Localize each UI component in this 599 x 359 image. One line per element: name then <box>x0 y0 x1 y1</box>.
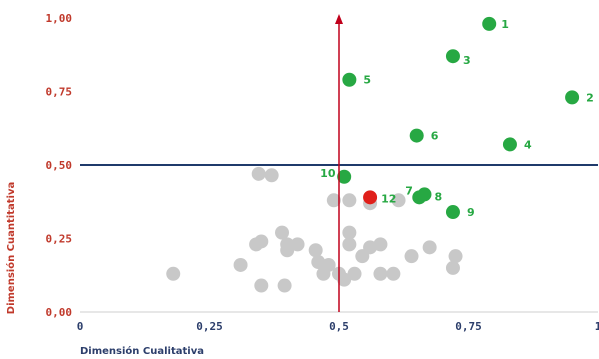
data-point-other <box>254 234 269 249</box>
tick-labels: 0,00 0,25 0,50 0,75 1,00 0 0,25 0,5 0,75 1 <box>46 12 599 333</box>
data-point-other <box>448 249 463 264</box>
data-point-other <box>347 266 362 281</box>
data-point-other <box>275 225 290 240</box>
data-point-other <box>251 166 266 181</box>
data-point-9 <box>445 205 460 220</box>
data-point-label: 3 <box>463 54 471 67</box>
data-point-4 <box>502 137 517 152</box>
x-axis-title: Dimensión Cualitativa <box>80 345 204 357</box>
data-point-other <box>342 237 357 252</box>
data-point-label: 8 <box>434 190 442 203</box>
y-tick-label: 0,75 <box>46 86 73 99</box>
data-point-other <box>326 193 341 208</box>
data-point-3 <box>445 49 460 64</box>
data-point-other <box>321 257 336 272</box>
data-point-other <box>290 237 305 252</box>
data-point-label: 12 <box>381 192 396 205</box>
data-point-label: 10 <box>320 167 336 180</box>
x-tick-label: 0,5 <box>329 320 349 333</box>
data-point-other <box>391 193 406 208</box>
data-point-other <box>404 249 419 264</box>
data-point-label: 5 <box>363 74 371 87</box>
x-tick-label: 1 <box>595 320 599 333</box>
data-point-other <box>342 225 357 240</box>
data-point-other <box>166 266 181 281</box>
data-point-6 <box>409 128 424 143</box>
data-point-other <box>233 257 248 272</box>
y-tick-label: 0,25 <box>46 233 73 246</box>
data-point-label: 6 <box>431 130 439 143</box>
data-point-label: 2 <box>586 91 594 104</box>
data-point-other <box>342 193 357 208</box>
data-point-10 <box>337 169 352 184</box>
arrow-head-icon <box>335 14 343 24</box>
data-point-other <box>308 243 323 258</box>
data-point-8 <box>417 187 432 202</box>
x-tick-label: 0,75 <box>455 320 482 333</box>
data-point-other <box>254 278 269 293</box>
data-point-label: 4 <box>524 138 532 151</box>
data-point-other <box>373 266 388 281</box>
reference-lines <box>80 14 598 312</box>
data-point-other <box>337 272 352 287</box>
data-point-label: 7 <box>405 184 413 197</box>
data-point-other <box>422 240 437 255</box>
data-point-other <box>373 237 388 252</box>
y-tick-label: 0,00 <box>46 306 73 319</box>
data-point-other <box>280 243 295 258</box>
data-point-other <box>386 266 401 281</box>
y-axis-title: Dimensión Cuantitativa <box>5 182 17 314</box>
x-tick-label: 0 <box>77 320 84 333</box>
data-point-1 <box>482 16 497 31</box>
data-point-5 <box>342 72 357 87</box>
data-point-2 <box>565 90 580 105</box>
data-point-other <box>277 278 292 293</box>
data-point-other <box>445 260 460 275</box>
x-tick-label: 0,25 <box>196 320 223 333</box>
y-tick-label: 1,00 <box>46 12 73 25</box>
data-point-12 <box>363 190 378 205</box>
data-point-other <box>264 168 279 183</box>
data-point-label: 9 <box>467 206 475 219</box>
data-point-label: 1 <box>501 18 509 31</box>
y-tick-label: 0,50 <box>46 159 73 172</box>
